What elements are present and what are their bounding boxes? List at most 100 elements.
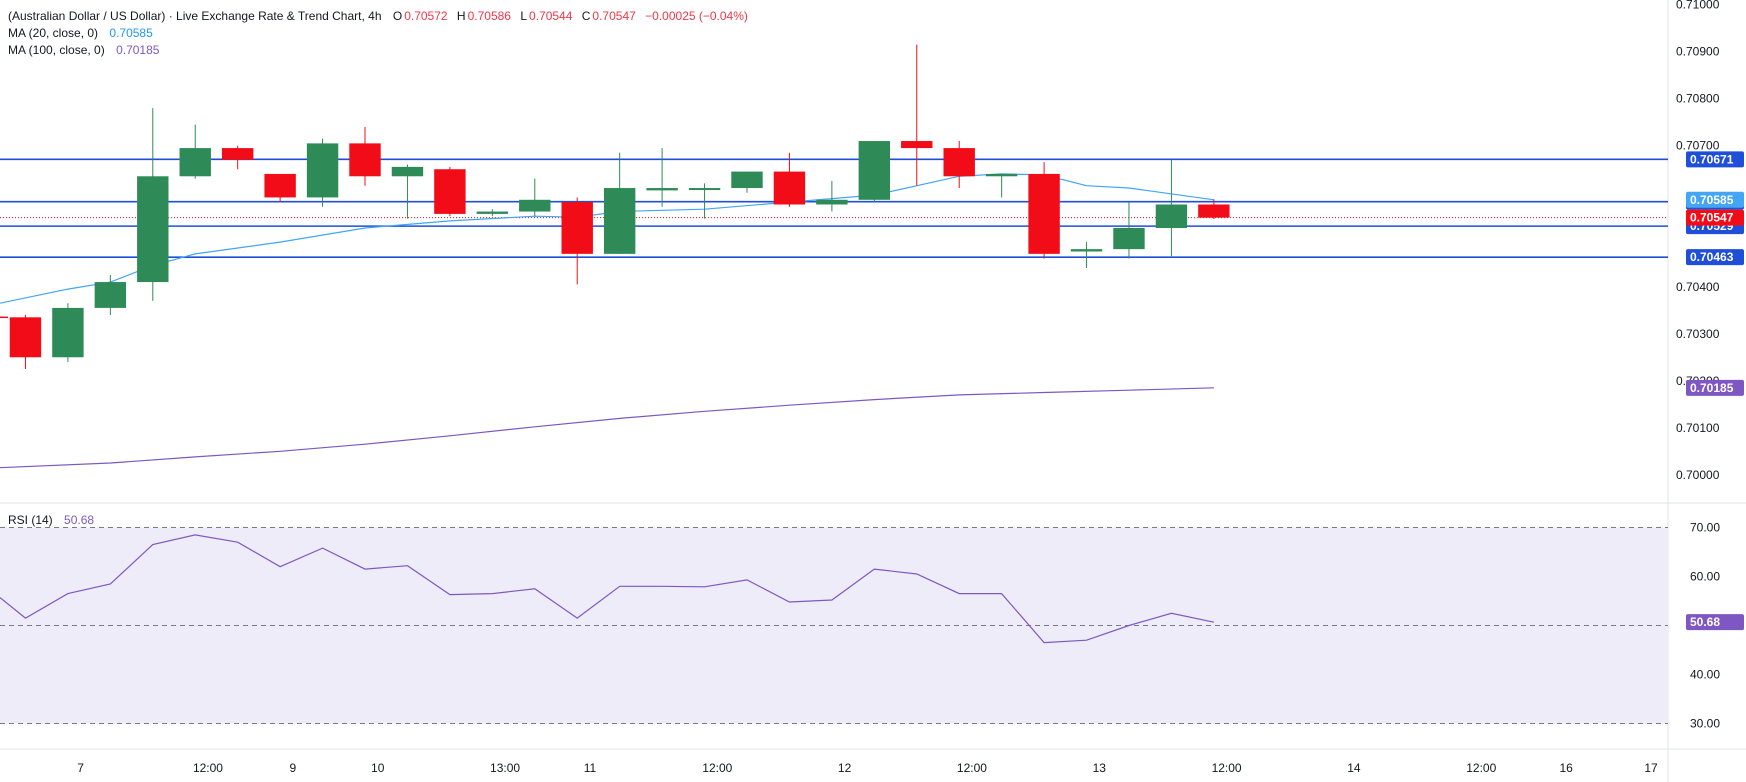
ma20-label: MA (20, close, 0) bbox=[8, 26, 99, 40]
close-price-tag: 0.70547 bbox=[1690, 211, 1734, 225]
candle-body bbox=[9, 317, 42, 358]
candle bbox=[434, 166, 466, 217]
candle bbox=[1155, 159, 1188, 257]
rsi-value-tag: 50.68 bbox=[1690, 615, 1720, 629]
close-value: 0.70547 bbox=[592, 9, 636, 23]
candle-body bbox=[306, 143, 339, 198]
candle bbox=[603, 152, 636, 254]
candle bbox=[561, 197, 593, 285]
price-tick-label: 0.70300 bbox=[1676, 327, 1720, 341]
candle bbox=[985, 173, 1018, 198]
candle-body bbox=[94, 282, 127, 308]
candle bbox=[646, 148, 678, 207]
rsi-legend[interactable]: RSI (14) 50.68 bbox=[8, 513, 96, 527]
ma100-label: MA (100, close, 0) bbox=[8, 43, 105, 57]
time-tick-label: 12:00 bbox=[1212, 761, 1242, 775]
candle bbox=[391, 164, 424, 219]
candle-body bbox=[731, 171, 763, 189]
candle-body bbox=[773, 171, 806, 205]
rsi-tick-label: 70.00 bbox=[1690, 521, 1720, 535]
ma100-value: 0.70185 bbox=[116, 43, 160, 57]
ma100-legend[interactable]: MA (100, close, 0) 0.70185 bbox=[8, 43, 161, 57]
candle-body bbox=[858, 141, 891, 200]
candle-body bbox=[1155, 204, 1188, 228]
time-tick-label: 12 bbox=[838, 761, 852, 775]
time-tick-label: 17 bbox=[1644, 761, 1658, 775]
low-value: 0.70544 bbox=[529, 9, 573, 23]
ma20-price-tag-bg bbox=[1686, 191, 1744, 208]
candle-body bbox=[179, 148, 211, 177]
candle bbox=[519, 178, 551, 217]
candle bbox=[94, 275, 127, 315]
ma100-price-tag: 0.70185 bbox=[1690, 381, 1734, 395]
time-tick-label: 9 bbox=[290, 761, 297, 775]
time-tick-label: 13:00 bbox=[490, 761, 520, 775]
high-label: H bbox=[456, 9, 466, 23]
open-label: O bbox=[392, 9, 403, 23]
symbol-legend: (Australian Dollar / US Dollar) · Live E… bbox=[8, 9, 750, 23]
candle bbox=[349, 126, 381, 186]
ma100-line bbox=[0, 387, 1214, 469]
low-label: L bbox=[520, 9, 528, 23]
time-tick-label: 13 bbox=[1093, 761, 1107, 775]
candle-body bbox=[688, 188, 721, 191]
rsi-line bbox=[0, 534, 1215, 644]
candle bbox=[943, 141, 975, 189]
chart-title: (Australian Dollar / US Dollar) · Live E… bbox=[8, 9, 382, 23]
candle bbox=[137, 108, 169, 301]
candle-body bbox=[603, 188, 636, 254]
time-tick-label: 14 bbox=[1347, 761, 1361, 775]
candle bbox=[773, 152, 806, 207]
rsi-value: 50.68 bbox=[64, 513, 95, 527]
candle-body bbox=[943, 148, 975, 177]
close-price-tag-bg bbox=[1686, 209, 1744, 226]
rsi-tick-label: 30.00 bbox=[1690, 717, 1720, 731]
candle-body bbox=[1113, 227, 1145, 250]
time-tick-label: 12:00 bbox=[1466, 761, 1496, 775]
candle-body bbox=[816, 199, 848, 205]
candle bbox=[731, 171, 763, 193]
candle-body bbox=[434, 169, 466, 214]
price-tick-label: 0.70900 bbox=[1676, 45, 1720, 59]
candle-body bbox=[476, 211, 509, 214]
ma100-price-tag-bg bbox=[1686, 379, 1744, 396]
candle-body bbox=[1198, 204, 1230, 218]
level-price-tag: 0.70463 bbox=[1690, 250, 1734, 264]
candle-body bbox=[1070, 249, 1103, 252]
time-tick-label: 11 bbox=[584, 761, 597, 775]
ma20-value: 0.70585 bbox=[109, 26, 153, 40]
candle-body bbox=[519, 199, 551, 212]
candle-body bbox=[561, 202, 593, 254]
rsi-value-tag-bg bbox=[1686, 614, 1744, 631]
candle bbox=[1070, 242, 1103, 268]
candle-body bbox=[985, 173, 1018, 177]
candle-body bbox=[137, 176, 169, 283]
price-tick-label: 0.70400 bbox=[1676, 280, 1720, 294]
level-price-tag-bg bbox=[1686, 249, 1744, 266]
rsi-tick-label: 40.00 bbox=[1690, 668, 1720, 682]
candle bbox=[52, 303, 84, 362]
ma20-price-tag: 0.70585 bbox=[1690, 193, 1734, 207]
candle-body bbox=[646, 188, 678, 191]
price-tick-label: 0.70800 bbox=[1676, 92, 1720, 106]
level-price-tag: 0.70671 bbox=[1690, 152, 1734, 166]
level-price-tag-bg bbox=[1686, 151, 1744, 168]
candle bbox=[816, 180, 848, 212]
ma20-legend[interactable]: MA (20, close, 0) 0.70585 bbox=[8, 26, 155, 40]
candle bbox=[264, 173, 296, 203]
rsi-tick-label: 60.00 bbox=[1690, 570, 1720, 584]
price-tick-label: 0.70700 bbox=[1676, 139, 1720, 153]
candle bbox=[1198, 199, 1230, 220]
price-tick-label: 0.70000 bbox=[1676, 468, 1720, 482]
rsi-label: RSI (14) bbox=[8, 513, 53, 527]
price-tick-label: 0.71000 bbox=[1676, 0, 1720, 12]
time-tick-label: 12:00 bbox=[193, 761, 223, 775]
candle bbox=[1113, 202, 1145, 259]
candle bbox=[306, 138, 339, 207]
candle-body bbox=[264, 173, 296, 198]
candle bbox=[221, 145, 254, 170]
time-tick-label: 10 bbox=[371, 761, 385, 775]
high-value: 0.70586 bbox=[467, 9, 511, 23]
price-tick-label: 0.70100 bbox=[1676, 421, 1720, 435]
